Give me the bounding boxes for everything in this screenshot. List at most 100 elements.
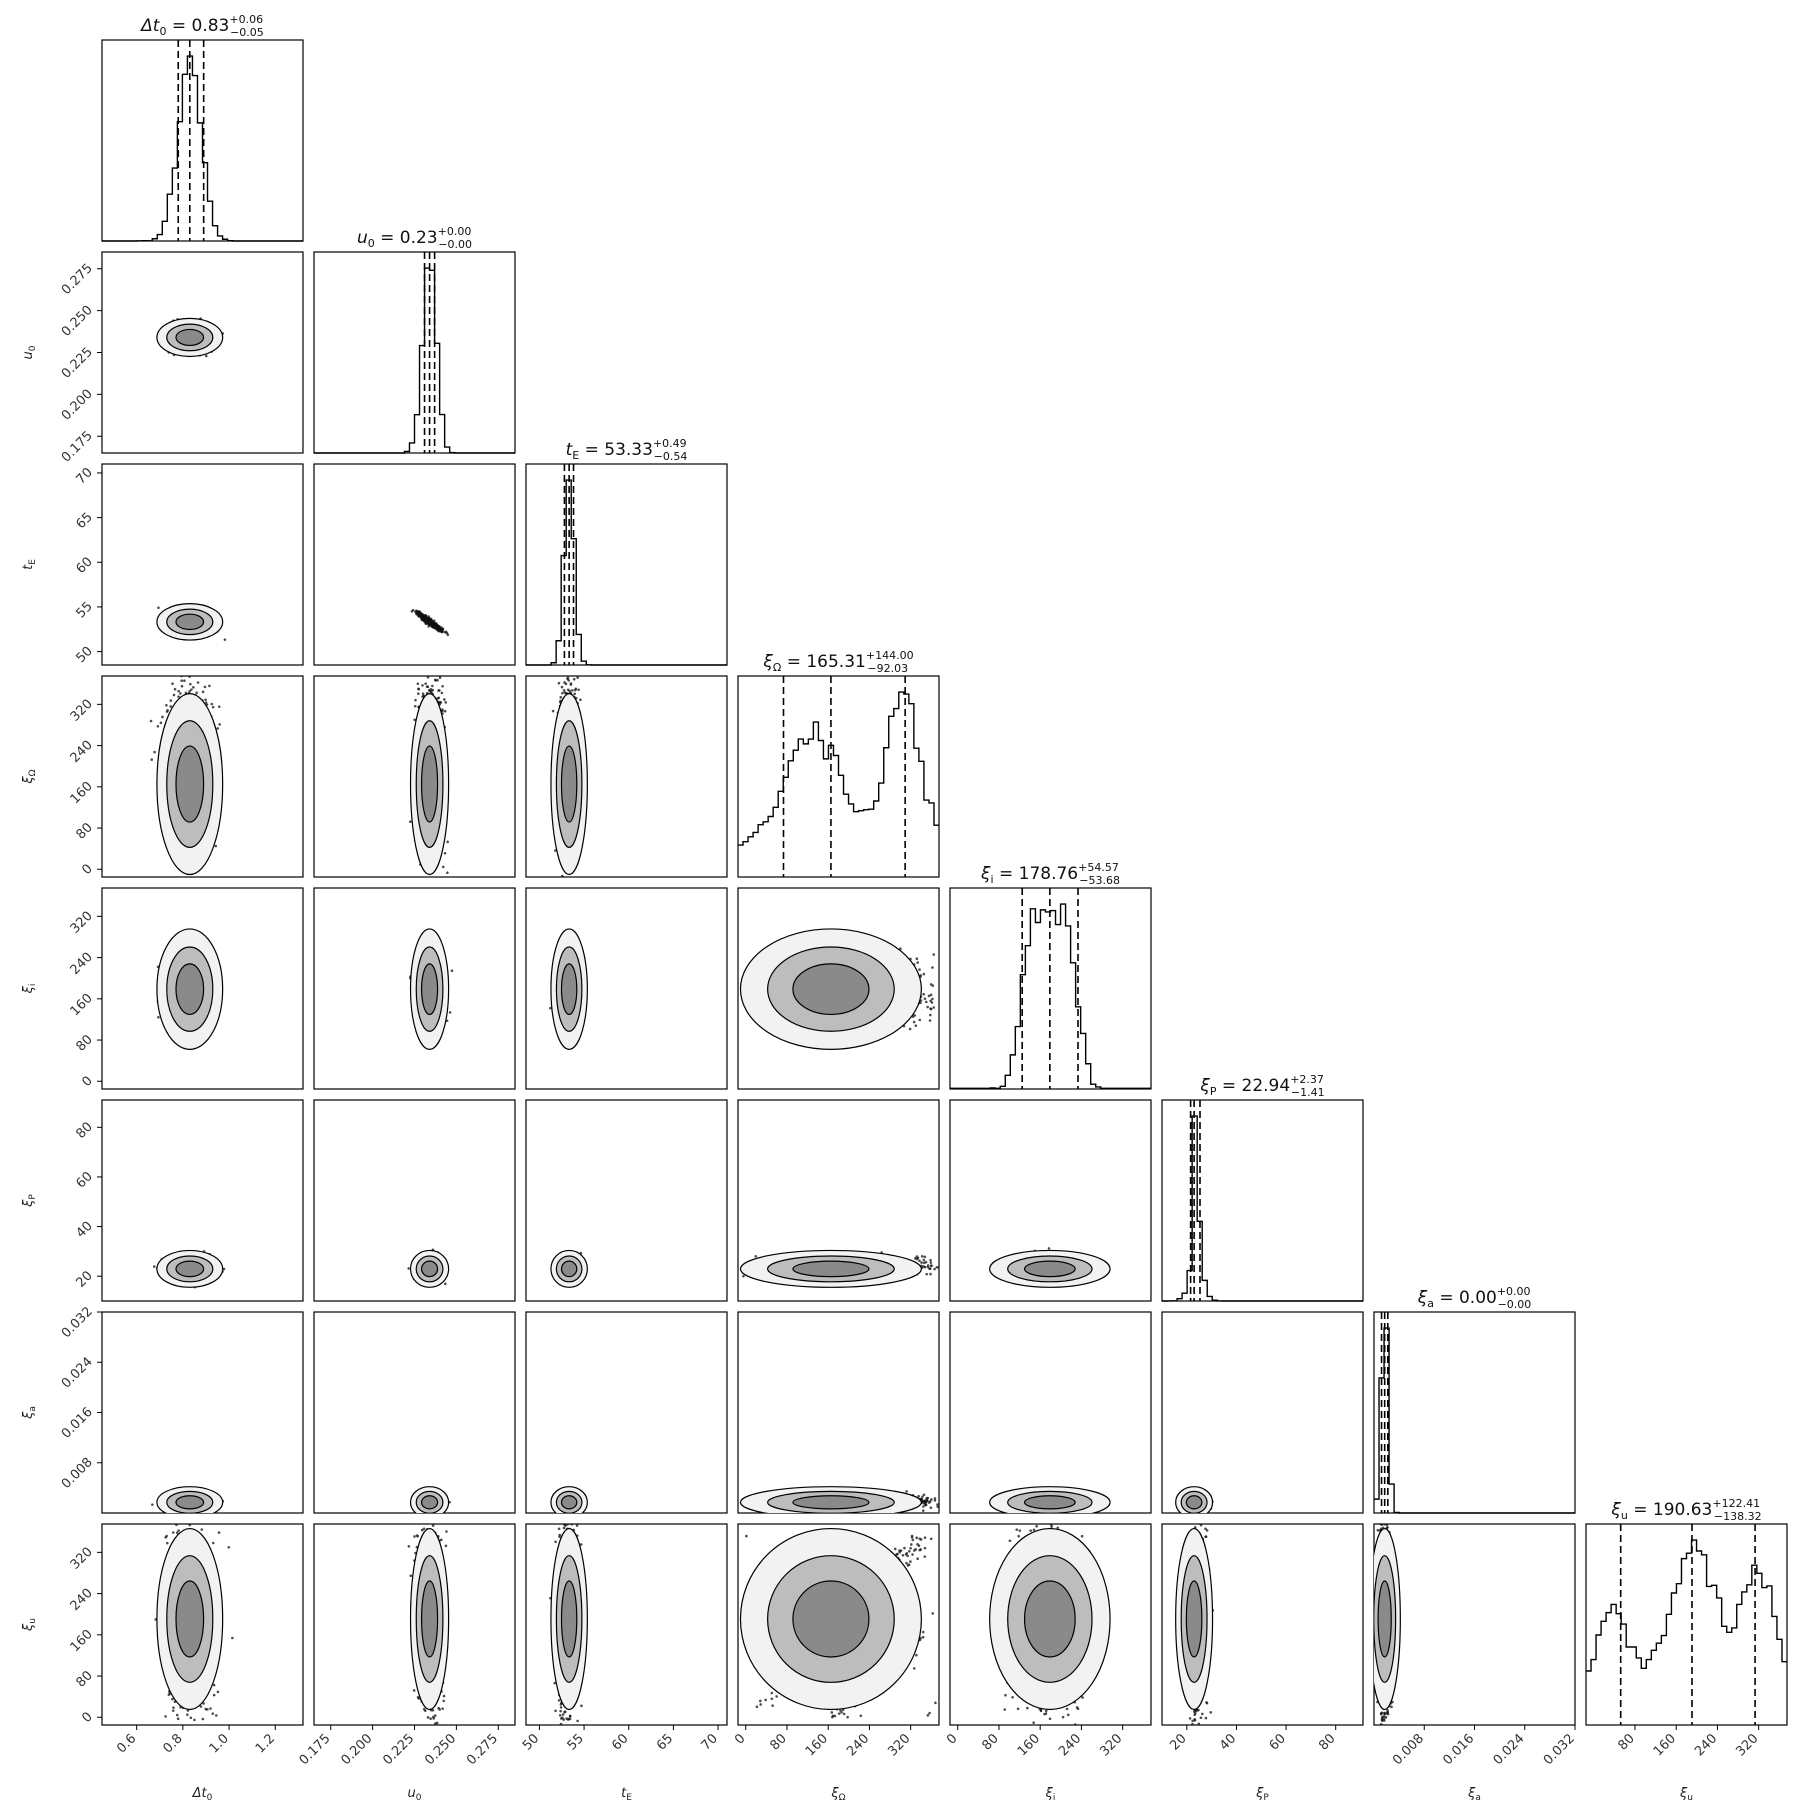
sample-point <box>441 684 444 688</box>
title-base: ξ <box>762 652 773 672</box>
sample-point <box>431 684 434 688</box>
sample-point <box>161 715 164 719</box>
sample-point <box>915 957 919 961</box>
sample-point <box>916 961 919 964</box>
hist-line-dt0 <box>102 55 303 242</box>
density-panel-u0-tE <box>313 463 516 666</box>
title-sub: 0 <box>159 25 166 38</box>
sample-point <box>441 865 445 869</box>
hist-frame-tE <box>525 463 728 666</box>
sample-point <box>180 679 183 682</box>
contour-level-2 <box>792 963 870 1016</box>
sample-point <box>413 704 417 708</box>
sample-point <box>443 698 446 701</box>
density-content <box>156 603 227 641</box>
density-content <box>407 1248 450 1288</box>
title-plus: +2.37 <box>1290 1073 1324 1086</box>
density-content <box>550 676 588 877</box>
title-minus: −0.00 <box>1498 1298 1532 1311</box>
sample-point <box>426 676 430 679</box>
sample-point <box>549 1006 552 1010</box>
title-plus: +54.57 <box>1078 861 1119 874</box>
sample-point <box>559 696 563 699</box>
title-minus: −1.41 <box>1291 1086 1325 1099</box>
sample-point <box>929 999 932 1003</box>
sample-point <box>566 676 570 680</box>
sample-point <box>431 620 434 623</box>
title-plus: +122.41 <box>1712 1497 1760 1510</box>
title-base: ξ <box>1199 1076 1210 1096</box>
sample-point <box>441 709 444 713</box>
hist-panel-xi_i: ξi = 178.76+54.57 −53.68 <box>949 861 1152 1090</box>
sample-point <box>150 758 154 761</box>
sample-point <box>562 689 566 692</box>
title-sub: 0 <box>368 237 375 250</box>
sample-point <box>180 684 184 688</box>
title-median: = 165.31 <box>781 652 866 672</box>
title-median: = 0.83 <box>166 16 229 36</box>
hist-line-xi_i <box>950 903 1151 1090</box>
sample-point <box>931 966 934 969</box>
sample-point <box>214 844 218 848</box>
sample-point <box>429 622 432 625</box>
sample-point <box>553 849 557 852</box>
hist-title-dt0: Δt0 = 0.83+0.06 −0.05 <box>139 13 264 39</box>
sample-point <box>579 698 582 702</box>
sample-point <box>157 606 160 610</box>
density-panel-xi_Omega-xi_i <box>737 887 940 1090</box>
title-base: t <box>566 440 574 460</box>
sample-point <box>443 630 447 634</box>
sample-point <box>427 615 430 618</box>
contour-level-2 <box>560 745 578 823</box>
sample-point <box>428 619 432 623</box>
density-content <box>156 317 225 358</box>
contour-level-2 <box>420 963 439 1016</box>
sample-point <box>931 997 934 1001</box>
sample-point <box>414 698 417 702</box>
density-content <box>410 608 450 637</box>
sample-point <box>908 1027 912 1031</box>
hist-panel-tE: tE = 53.33+0.49 −0.54 <box>525 437 728 666</box>
sample-point <box>183 679 186 683</box>
sample-point <box>201 690 205 694</box>
sample-point <box>564 682 568 686</box>
sample-point <box>438 689 441 692</box>
sample-point <box>450 969 454 973</box>
sample-point <box>443 709 447 713</box>
sample-point <box>424 682 427 685</box>
title-sub: i <box>991 873 994 886</box>
density-content <box>156 928 224 1050</box>
sample-point <box>436 697 440 700</box>
sample-point <box>922 972 926 976</box>
contour-level-2 <box>175 745 205 823</box>
sample-point <box>177 689 180 693</box>
sample-point <box>208 684 211 688</box>
sample-point <box>918 1018 922 1022</box>
density-content <box>739 928 936 1050</box>
density-panel-tE-xi_i <box>525 887 728 1090</box>
hist-line-xi_Omega <box>738 691 939 846</box>
sample-point <box>424 622 427 625</box>
sample-point <box>924 1000 928 1004</box>
hist-title-xi_a: ξa = 0.00+0.00 −0.00 <box>1417 1285 1532 1311</box>
density-panel-dt0-xi_P <box>101 1099 304 1302</box>
sample-point <box>156 724 160 728</box>
sample-point <box>204 354 208 358</box>
hist-frame-xi_a <box>1373 1311 1576 1514</box>
density-panel-tE-xi_Omega <box>525 675 728 878</box>
title-base: ξ <box>980 864 991 884</box>
density-panel-u0-xi_i <box>313 887 516 1090</box>
sample-point <box>203 685 207 689</box>
sample-point <box>929 983 933 986</box>
sample-point <box>216 727 220 730</box>
sample-point <box>421 692 425 695</box>
hist-line-u0 <box>314 267 515 454</box>
sample-point <box>439 628 442 632</box>
sample-point <box>561 874 564 877</box>
hist-line-xi_a <box>1374 1327 1575 1514</box>
sample-point <box>557 681 561 685</box>
sample-point <box>573 692 576 696</box>
title-minus: −53.68 <box>1079 874 1120 887</box>
sample-point <box>165 703 168 707</box>
